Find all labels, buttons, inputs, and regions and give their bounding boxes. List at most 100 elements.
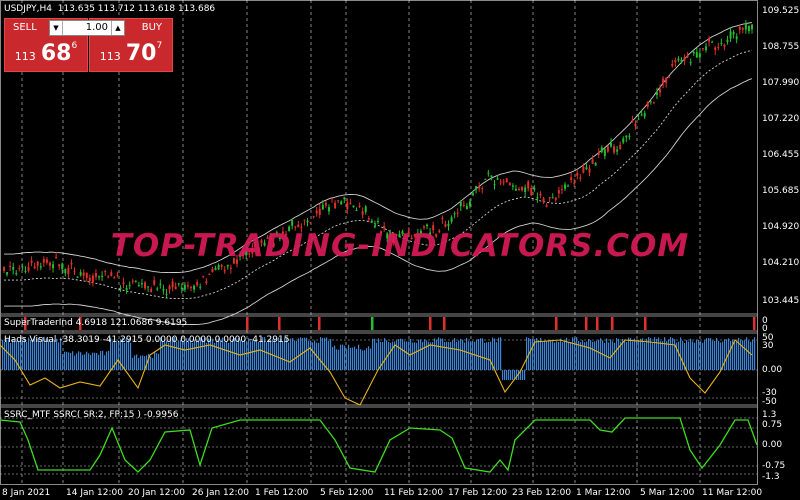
candle-body	[64, 269, 67, 274]
lot-size-stepper[interactable]: ▼ 1.00 ▲	[49, 20, 125, 36]
candle-body	[137, 285, 140, 287]
hads-histogram-bar	[462, 339, 464, 370]
candle-body	[291, 220, 294, 226]
hads-histogram-bar	[36, 339, 38, 370]
hads-histogram-bar	[622, 338, 624, 370]
hads-histogram-bar	[456, 341, 458, 370]
chevron-up-icon[interactable]: ▲	[111, 21, 124, 35]
candle-body	[637, 118, 640, 120]
hads-histogram-bar	[210, 339, 212, 370]
candle-body	[744, 23, 747, 30]
candle-body	[134, 280, 137, 282]
hads-histogram-bar	[58, 342, 60, 370]
signal-marker-sell	[318, 317, 321, 330]
hads-histogram-bar	[444, 341, 446, 370]
hads-histogram-bar	[60, 337, 62, 370]
hads-histogram-bar	[242, 341, 244, 370]
hads-histogram-bar	[352, 347, 354, 370]
hads-histogram-bar	[570, 341, 572, 370]
chevron-down-icon[interactable]: ▼	[50, 21, 63, 35]
hads-signal-line	[0, 339, 753, 406]
candle-body	[432, 225, 435, 231]
hads-histogram-bar	[664, 337, 666, 370]
candle-body	[73, 271, 76, 273]
candle-body	[447, 224, 450, 226]
candle-body	[177, 283, 180, 285]
price-axis-label: 104.920	[762, 222, 800, 232]
hads-histogram-bar	[386, 340, 388, 370]
candle-body	[110, 272, 113, 276]
candle-body	[67, 267, 70, 275]
hads-histogram-bar	[312, 342, 314, 370]
candle-body	[39, 266, 42, 268]
candle-body	[496, 178, 499, 180]
hads-histogram-bar	[592, 341, 594, 370]
hads-histogram-bar	[146, 355, 148, 370]
hads-histogram-bar	[750, 341, 752, 370]
sell-price-fraction: 6	[71, 41, 78, 51]
price-axis-label: 108.755	[762, 42, 800, 52]
hads-histogram-bar	[322, 337, 324, 370]
hads-histogram-bar	[220, 340, 222, 370]
hads-histogram-bar	[82, 354, 84, 370]
candle-body	[251, 248, 254, 254]
hads-histogram-bar	[86, 351, 88, 370]
hads-histogram-bar	[116, 342, 118, 370]
hads-histogram-bar	[54, 339, 56, 370]
hads-histogram-bar	[704, 340, 706, 370]
hads-histogram-bar	[446, 341, 448, 370]
hads-axis-label: -30	[762, 388, 777, 398]
hads-histogram-bar	[2, 339, 4, 370]
candle-body	[331, 198, 334, 200]
hads-histogram-bar	[402, 339, 404, 370]
hads-histogram-bar	[636, 340, 638, 370]
hads-histogram-bar	[366, 348, 368, 370]
candle-body	[15, 272, 18, 275]
hads-histogram-bar	[534, 339, 536, 370]
middle-band	[4, 49, 753, 300]
candle-body	[211, 268, 214, 273]
candle-body	[649, 101, 652, 103]
candle-body	[729, 31, 732, 39]
hads-histogram-bar	[692, 341, 694, 370]
hads-histogram-bar	[110, 337, 112, 370]
hads-histogram-bar	[662, 341, 664, 370]
hads-histogram-bar	[656, 338, 658, 370]
candle-body	[459, 201, 462, 207]
hads-histogram-bar	[578, 340, 580, 370]
candle-body	[530, 188, 533, 195]
candle-body	[245, 250, 248, 256]
candle-body	[726, 39, 729, 42]
candle-body	[539, 193, 542, 196]
hads-histogram-bar	[654, 337, 656, 370]
candle-body	[723, 44, 726, 47]
candle-body	[36, 261, 39, 266]
hads-histogram-bar	[286, 337, 288, 370]
buy-label: BUY	[141, 22, 162, 33]
hads-histogram-bar	[414, 342, 416, 370]
candle-body	[239, 254, 242, 257]
candle-body	[153, 280, 156, 285]
candle-body	[186, 285, 189, 287]
lot-size-input[interactable]: 1.00	[85, 22, 108, 33]
hads-histogram-bar	[624, 340, 626, 370]
hads-histogram-bar	[336, 349, 338, 370]
hads-histogram-bar	[252, 340, 254, 370]
hads-histogram-bar	[148, 353, 150, 370]
hads-histogram-bar	[10, 342, 12, 370]
hads-histogram-bar	[604, 342, 606, 370]
candle-body	[536, 197, 539, 199]
candle-body	[741, 27, 744, 30]
hads-histogram-bar	[162, 340, 164, 370]
candle-body	[6, 272, 9, 275]
hads-histogram-bar	[478, 339, 480, 370]
candle-body	[361, 211, 364, 216]
time-axis-label: 11 Mar 12:00	[702, 488, 763, 498]
hads-histogram-bar	[482, 338, 484, 370]
hads-histogram-bar	[582, 340, 584, 370]
candle-body	[717, 47, 720, 49]
candle-body	[107, 276, 110, 278]
hads-histogram-bar	[222, 337, 224, 370]
hads-histogram-bar	[64, 351, 66, 370]
